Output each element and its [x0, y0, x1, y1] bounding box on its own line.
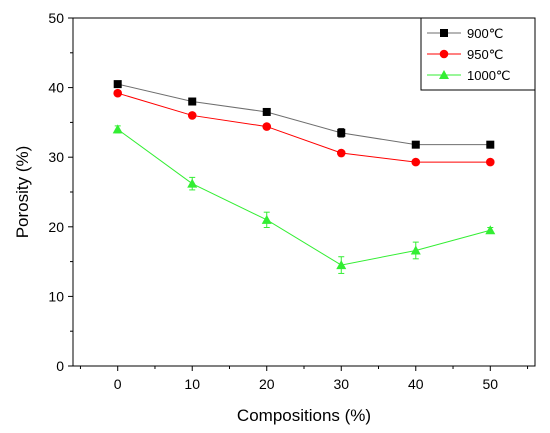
series-1 — [113, 88, 495, 167]
legend-label: 1000℃ — [467, 68, 511, 83]
legend-marker — [440, 29, 448, 37]
legend-label: 900℃ — [467, 26, 503, 41]
y-tick-label: 10 — [48, 288, 64, 304]
y-tick-label: 50 — [48, 10, 64, 26]
series-0 — [113, 80, 495, 149]
data-point — [485, 225, 496, 235]
x-tick-label: 10 — [184, 376, 200, 392]
y-tick-label: 20 — [48, 219, 64, 235]
data-point — [485, 157, 495, 167]
data-point — [187, 178, 198, 188]
data-point — [261, 214, 272, 224]
y-axis-title: Porosity (%) — [13, 146, 32, 239]
y-tick-label: 40 — [48, 80, 64, 96]
series-line — [117, 83, 491, 146]
legend-marker — [439, 49, 449, 59]
data-point — [411, 157, 421, 167]
data-point — [188, 97, 197, 106]
x-tick-label: 20 — [259, 376, 275, 392]
series-layer — [112, 80, 496, 274]
x-tick-label: 50 — [483, 376, 499, 392]
y-tick-label: 0 — [56, 358, 64, 374]
data-point — [411, 140, 420, 149]
data-point — [410, 245, 421, 255]
legend-entry: 950℃ — [427, 47, 503, 62]
x-tick-label: 30 — [333, 376, 349, 392]
data-point — [262, 107, 271, 116]
x-tick-label: 0 — [114, 376, 122, 392]
x-axis-title: Compositions (%) — [237, 406, 371, 425]
data-point — [336, 148, 346, 158]
series-2 — [112, 124, 496, 274]
legend-label: 950℃ — [467, 47, 503, 62]
data-point — [113, 80, 122, 89]
data-point — [187, 111, 197, 120]
legend: 900℃ 950℃ 1000℃ — [420, 17, 536, 91]
series-line — [117, 92, 491, 163]
plot-frame — [72, 17, 536, 367]
data-point — [337, 128, 346, 137]
data-point — [486, 140, 495, 149]
series-line — [117, 128, 491, 266]
axis-ticks: 0 10 20 30 40 50 0 10 20 30 40 50 — [48, 10, 529, 392]
data-point — [262, 122, 272, 131]
data-point — [113, 88, 123, 98]
data-point — [336, 260, 347, 270]
y-tick-label: 30 — [48, 149, 64, 165]
legend-entry: 900℃ — [427, 26, 503, 41]
x-tick-label: 40 — [408, 376, 424, 392]
legend-marker — [439, 70, 449, 79]
data-point — [112, 124, 123, 134]
legend-entry: 1000℃ — [427, 68, 511, 83]
